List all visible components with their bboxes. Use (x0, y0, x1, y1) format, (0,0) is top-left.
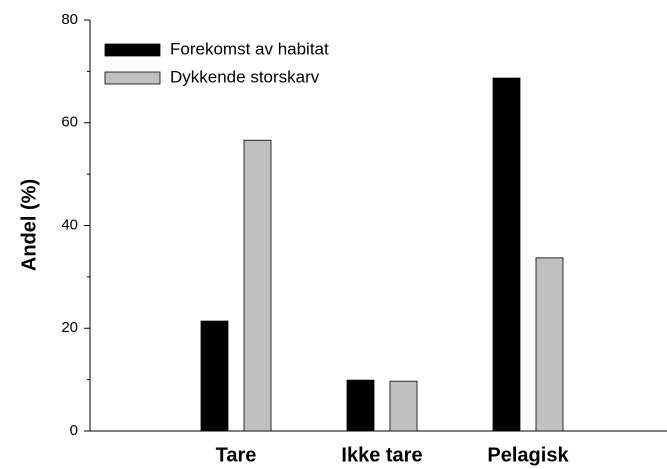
legend-label: Dykkende storskarv (170, 67, 320, 86)
legend-swatch (104, 43, 161, 57)
y-tick-label: 40 (61, 216, 78, 233)
bar (243, 139, 272, 432)
y-tick-label: 0 (70, 422, 78, 439)
bar (389, 380, 418, 432)
bar (346, 379, 375, 432)
bar (492, 77, 521, 432)
x-tick-label: Ikke tare (341, 444, 422, 466)
legend-label: Forekomst av habitat (170, 39, 329, 58)
bar (200, 320, 229, 432)
y-tick-label: 20 (61, 319, 78, 336)
bar (535, 257, 564, 432)
x-tick-label: Tare (216, 444, 257, 466)
y-tick-label: 80 (61, 11, 78, 28)
y-tick-label: 60 (61, 114, 78, 131)
x-tick-label: Pelagisk (487, 444, 569, 466)
legend-swatch (104, 71, 161, 85)
y-axis-title: Andel (%) (18, 179, 40, 271)
